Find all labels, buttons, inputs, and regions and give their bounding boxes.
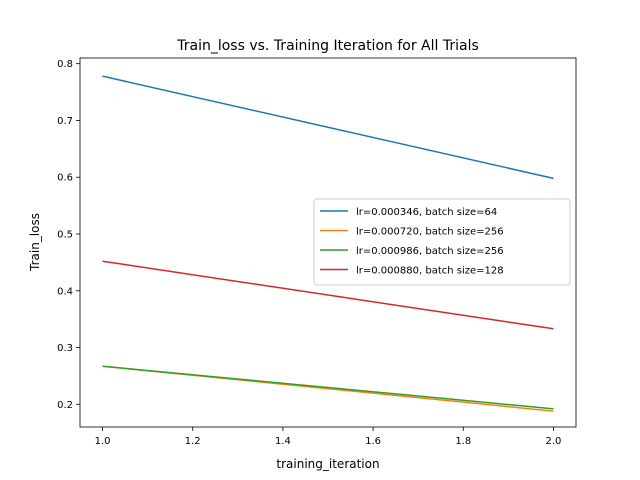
x-tick-label: 1.2 xyxy=(185,436,201,447)
x-tick-label: 1.4 xyxy=(275,436,291,447)
x-axis: 1.0 1.2 1.4 1.6 1.8 2.0 xyxy=(95,427,562,447)
axes-spines xyxy=(79,57,577,428)
y-tick-label: 0.5 xyxy=(57,229,73,240)
y-axis: 0.2 0.3 0.4 0.5 0.6 0.7 0.8 xyxy=(57,59,80,411)
series-line-4 xyxy=(102,260,554,330)
y-tick-label: 0.3 xyxy=(57,343,73,354)
legend-box xyxy=(313,198,571,286)
x-tick-label: 1.8 xyxy=(455,436,471,447)
legend-label-1: lr=0.000346, batch size=64 xyxy=(356,207,497,218)
y-tick-label: 0.6 xyxy=(57,173,73,184)
series-layer xyxy=(102,75,554,412)
series-line-3 xyxy=(102,365,554,410)
legend-label-2: lr=0.000720, batch size=256 xyxy=(356,227,504,238)
y-axis-label: Train_loss xyxy=(28,213,42,272)
x-axis-label: training_iteration xyxy=(276,457,379,471)
legend: lr=0.000346, batch size=64 lr=0.000720, b… xyxy=(313,198,571,286)
y-tick-label: 0.8 xyxy=(57,59,73,70)
x-tick-label: 2.0 xyxy=(546,436,562,447)
x-tick-label: 1.6 xyxy=(365,436,381,447)
y-tick-label: 0.4 xyxy=(57,286,73,297)
y-tick-label: 0.2 xyxy=(57,400,73,411)
series-line-1 xyxy=(102,75,554,180)
y-tick-label: 0.7 xyxy=(57,116,73,127)
legend-label-3: lr=0.000986, batch size=256 xyxy=(356,246,504,257)
legend-label-4: lr=0.000880, batch size=128 xyxy=(356,266,504,277)
chart-title: Train_loss vs. Training Iteration for Al… xyxy=(176,38,479,54)
x-tick-label: 1.0 xyxy=(95,436,111,447)
axes-frame xyxy=(79,57,577,428)
